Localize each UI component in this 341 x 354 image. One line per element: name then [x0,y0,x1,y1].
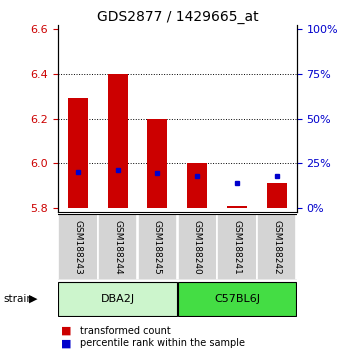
Text: GSM188241: GSM188241 [233,219,241,274]
Text: DBA2J: DBA2J [101,294,135,304]
Text: GSM188244: GSM188244 [113,219,122,274]
FancyBboxPatch shape [98,214,137,280]
FancyBboxPatch shape [178,282,296,316]
FancyBboxPatch shape [58,282,177,316]
FancyBboxPatch shape [58,214,98,280]
Text: C57BL6J: C57BL6J [214,294,260,304]
Text: GSM188243: GSM188243 [73,219,83,274]
Text: ■: ■ [61,326,72,336]
Bar [108,74,128,208]
Text: strain: strain [3,294,33,304]
Bar [227,206,247,208]
Bar [187,163,207,208]
Text: GSM188240: GSM188240 [193,219,202,274]
FancyBboxPatch shape [138,214,177,280]
Text: transformed count: transformed count [80,326,171,336]
Bar [148,119,167,208]
Bar [267,183,287,208]
FancyBboxPatch shape [257,214,296,280]
Text: ▶: ▶ [29,294,38,304]
FancyBboxPatch shape [178,214,217,280]
Bar [68,98,88,208]
FancyBboxPatch shape [217,214,257,280]
Text: percentile rank within the sample: percentile rank within the sample [80,338,245,348]
Text: ■: ■ [61,338,72,348]
Title: GDS2877 / 1429665_at: GDS2877 / 1429665_at [97,10,258,24]
Text: GSM188242: GSM188242 [272,219,281,274]
Text: GSM188245: GSM188245 [153,219,162,274]
